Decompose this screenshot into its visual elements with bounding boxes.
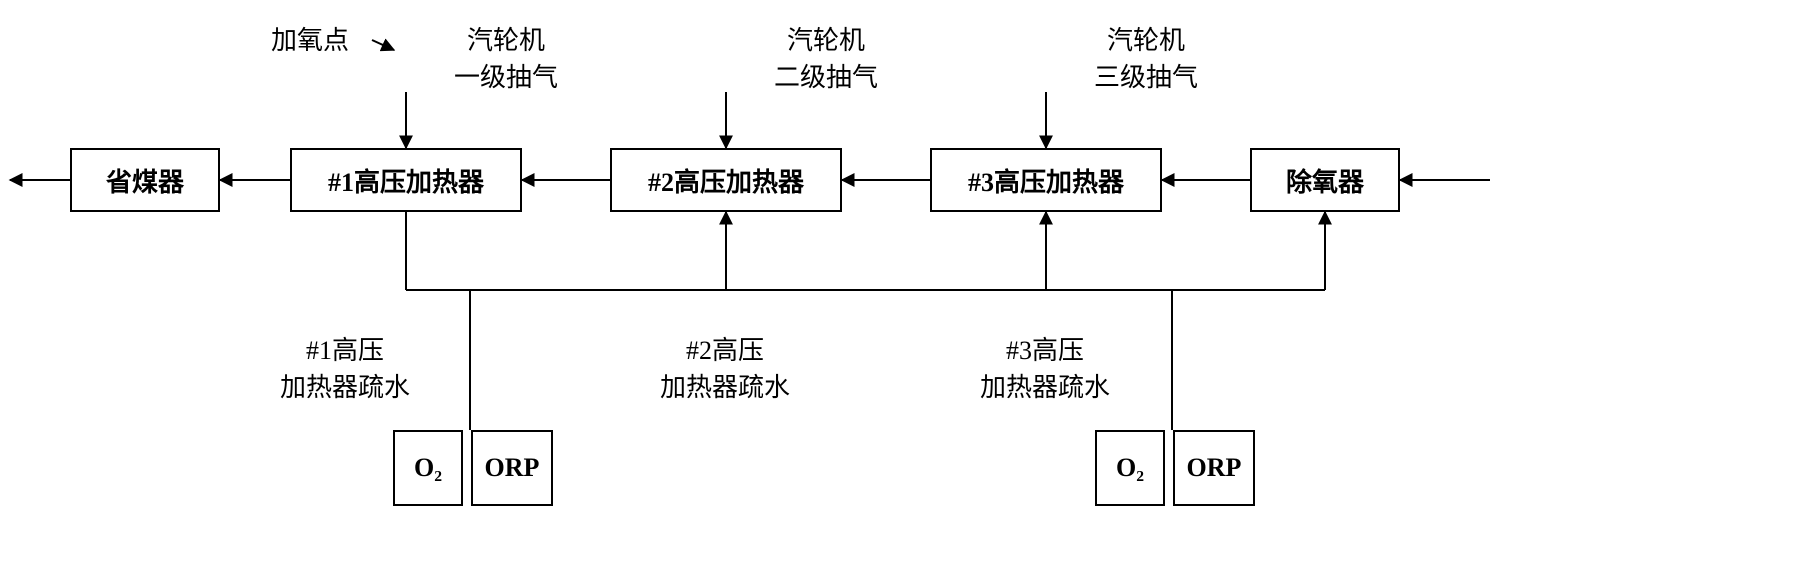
drain2-label: #2高压 加热器疏水 <box>610 330 840 404</box>
deaerator-box: 除氧器 <box>1250 148 1400 212</box>
turbine3-label: 汽轮机 三级抽气 <box>1046 20 1246 94</box>
economizer-label: 省煤器 <box>106 162 184 199</box>
turbine1-label: 汽轮机 一级抽气 <box>406 20 606 94</box>
heater1-label: #1高压加热器 <box>328 162 484 199</box>
orp-sensor-a-label: ORP <box>485 453 540 483</box>
heater3-box: #3高压加热器 <box>930 148 1162 212</box>
heater3-label: #3高压加热器 <box>968 162 1124 199</box>
oxy-point-label: 加氧点 <box>250 20 370 57</box>
o2-sensor-a: O₂ <box>393 430 463 506</box>
orp-sensor-b: ORP <box>1173 430 1255 506</box>
deaerator-label: 除氧器 <box>1286 162 1364 199</box>
o2-sensor-b-label: O₂ <box>1116 453 1144 483</box>
heater2-box: #2高压加热器 <box>610 148 842 212</box>
economizer-box: 省煤器 <box>70 148 220 212</box>
o2-sensor-b: O₂ <box>1095 430 1165 506</box>
orp-sensor-a: ORP <box>471 430 553 506</box>
turbine2-label: 汽轮机 二级抽气 <box>726 20 926 94</box>
heater1-box: #1高压加热器 <box>290 148 522 212</box>
drain3-label: #3高压 加热器疏水 <box>930 330 1160 404</box>
diagram-stage: 省煤器 #1高压加热器 #2高压加热器 #3高压加热器 除氧器 O₂ ORP O… <box>0 0 1813 588</box>
orp-sensor-b-label: ORP <box>1187 453 1242 483</box>
o2-sensor-a-label: O₂ <box>414 453 442 483</box>
heater2-label: #2高压加热器 <box>648 162 804 199</box>
drain1-label: #1高压 加热器疏水 <box>230 330 460 404</box>
